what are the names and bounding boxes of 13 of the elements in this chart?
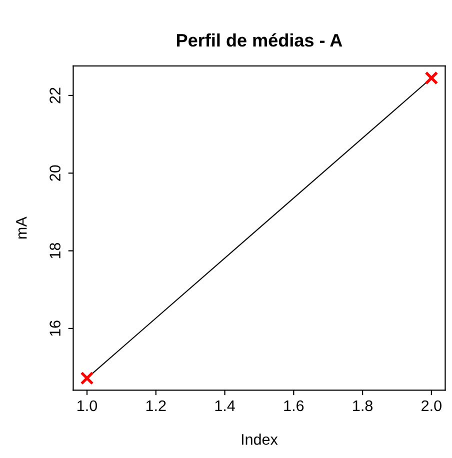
x-tick-label: 2.0 [422, 400, 442, 412]
y-tick-label: 22 [50, 88, 60, 104]
y-tick-label: 16 [50, 320, 60, 336]
y-tick-label: 18 [50, 242, 60, 258]
x-tick-label: 1.2 [146, 400, 166, 412]
x-tick-label: 1.4 [215, 400, 235, 412]
x-tick-label: 1.0 [78, 400, 98, 412]
y-tick-label: 20 [50, 165, 60, 181]
x-tick-label: 1.6 [284, 400, 304, 412]
x-tick-label: 1.8 [353, 400, 373, 412]
chart-title: Perfil de médias - A [176, 33, 342, 47]
y-axis-title: mA [16, 216, 27, 239]
x-axis-title: Index [242, 434, 278, 445]
